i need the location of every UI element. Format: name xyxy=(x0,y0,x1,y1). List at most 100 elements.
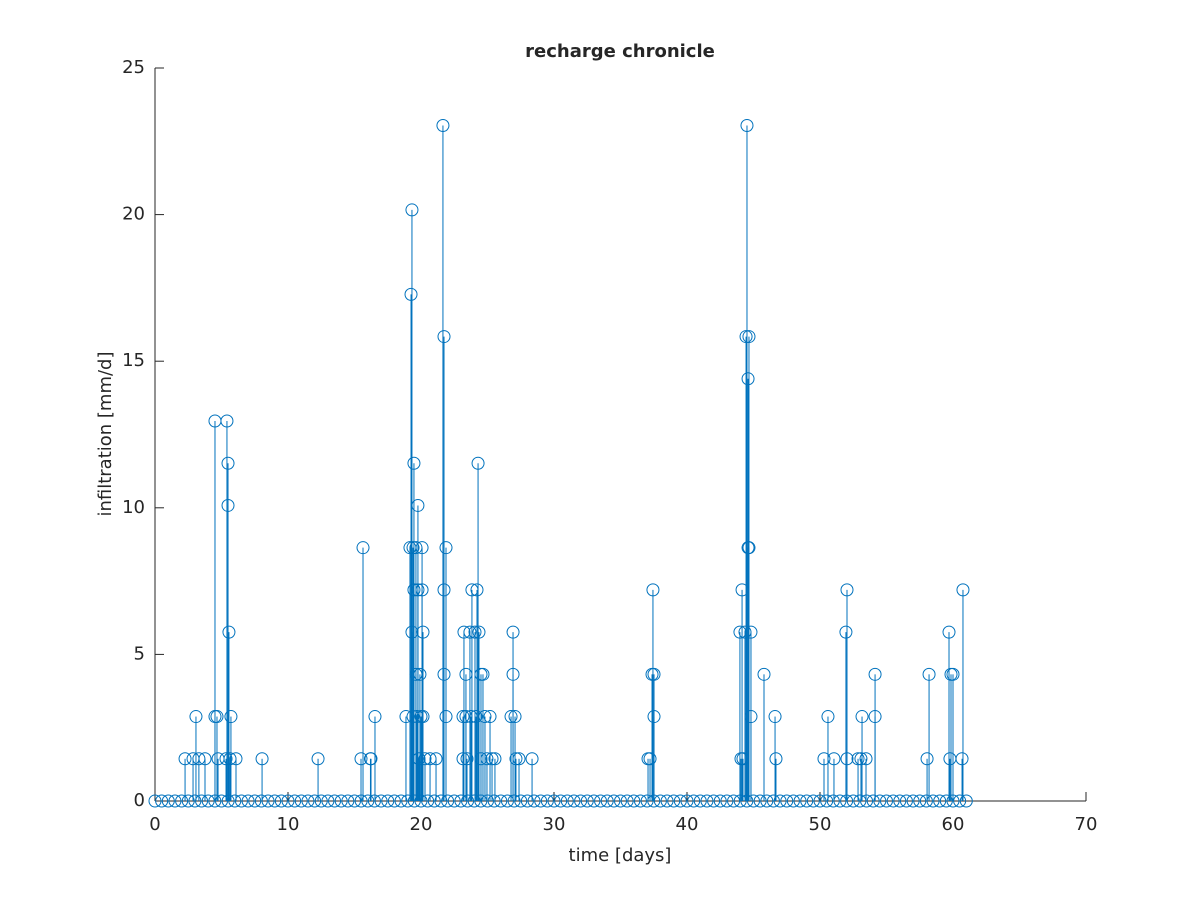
stem-marker xyxy=(627,794,641,808)
stem-marker xyxy=(220,414,234,428)
stem-marker xyxy=(620,794,634,808)
stem-marker xyxy=(920,752,934,766)
stem-marker xyxy=(439,710,453,724)
stem-marker xyxy=(840,583,854,597)
stem-marker xyxy=(739,330,753,344)
stem-marker xyxy=(813,794,827,808)
stem-marker xyxy=(361,794,375,808)
stem-marker xyxy=(840,794,854,808)
stem-marker xyxy=(506,625,520,639)
stem-marker xyxy=(720,794,734,808)
stem-marker xyxy=(547,794,561,808)
stem-marker xyxy=(437,330,451,344)
stem-marker xyxy=(693,794,707,808)
stem-marker xyxy=(534,794,548,808)
stem-marker xyxy=(281,794,295,808)
stem-marker xyxy=(560,794,574,808)
y-axis-label: infiltration [mm/d] xyxy=(95,351,116,516)
stem-marker xyxy=(434,794,448,808)
stem-marker xyxy=(483,710,497,724)
stem-marker xyxy=(673,794,687,808)
stem-marker xyxy=(687,794,701,808)
stem-marker xyxy=(472,625,486,639)
stem-marker xyxy=(744,710,758,724)
stem-marker xyxy=(485,752,499,766)
stem-marker xyxy=(741,372,755,386)
stem-marker xyxy=(946,794,960,808)
x-tick-label: 70 xyxy=(1075,814,1098,835)
stem-marker xyxy=(181,794,195,808)
stem-marker xyxy=(404,287,418,301)
stem-marker xyxy=(880,794,893,808)
stem-marker xyxy=(364,752,378,766)
stem-marker xyxy=(942,625,956,639)
stem-marker xyxy=(294,794,308,808)
stem-marker xyxy=(407,583,421,597)
stem-marker xyxy=(221,498,235,512)
stem-marker xyxy=(742,541,756,555)
stem-marker xyxy=(760,794,774,808)
stem-marker xyxy=(463,625,477,639)
stem-marker xyxy=(742,330,756,344)
stem-marker xyxy=(414,794,428,808)
stem-marker xyxy=(600,794,614,808)
x-tick-label: 60 xyxy=(942,814,965,835)
stem-marker xyxy=(817,752,831,766)
stem-marker xyxy=(886,794,900,808)
stem-marker xyxy=(851,752,865,766)
stem-marker xyxy=(955,752,969,766)
stem-marker xyxy=(221,794,235,808)
stem-marker xyxy=(707,794,721,808)
stem-marker xyxy=(394,794,408,808)
stem-marker xyxy=(893,794,907,808)
stem-marker xyxy=(786,794,800,808)
stem-marker xyxy=(793,794,807,808)
stem-marker xyxy=(527,794,541,808)
stem-marker xyxy=(274,794,288,808)
stem-marker xyxy=(198,752,212,766)
stem-marker xyxy=(478,710,492,724)
stem-marker xyxy=(406,541,420,555)
stem-marker xyxy=(487,794,501,808)
stem-marker xyxy=(820,794,834,808)
stem-marker xyxy=(554,794,568,808)
x-tick-label: 0 xyxy=(149,814,160,835)
stem-marker xyxy=(234,794,248,808)
stem-marker xyxy=(922,667,936,681)
stem-marker xyxy=(456,752,470,766)
stem-marker xyxy=(411,498,425,512)
stem-marker xyxy=(456,710,470,724)
stem-marker xyxy=(470,583,484,597)
stem-marker xyxy=(919,794,933,808)
stem-marker xyxy=(494,794,508,808)
stem-marker xyxy=(614,794,627,808)
stem-marker xyxy=(854,752,868,766)
stem-marker xyxy=(512,752,526,766)
stem-marker xyxy=(175,794,189,808)
stem-marker xyxy=(288,794,302,808)
stem-marker xyxy=(224,710,238,724)
stem-marker xyxy=(348,794,361,808)
stem-marker xyxy=(201,794,215,808)
stem-marker xyxy=(868,710,882,724)
stem-marker xyxy=(387,794,401,808)
stem-marker xyxy=(607,794,621,808)
stem-marker xyxy=(178,752,192,766)
stem-marker xyxy=(859,752,873,766)
stem-marker xyxy=(401,794,415,808)
stem-marker xyxy=(219,752,233,766)
stem-marker xyxy=(405,203,419,217)
stem-marker xyxy=(341,794,355,808)
y-tick-label: 10 xyxy=(122,497,145,518)
stem-marker xyxy=(416,710,430,724)
stem-marker xyxy=(476,667,490,681)
stem-marker xyxy=(500,794,514,808)
stem-marker xyxy=(321,794,335,808)
stem-marker xyxy=(406,710,420,724)
stem-marker xyxy=(210,710,224,724)
stem-marker xyxy=(647,710,661,724)
stem-marker xyxy=(540,794,554,808)
stem-marker xyxy=(873,794,887,808)
y-tick-label: 25 xyxy=(122,57,145,78)
stem-marker xyxy=(427,794,441,808)
